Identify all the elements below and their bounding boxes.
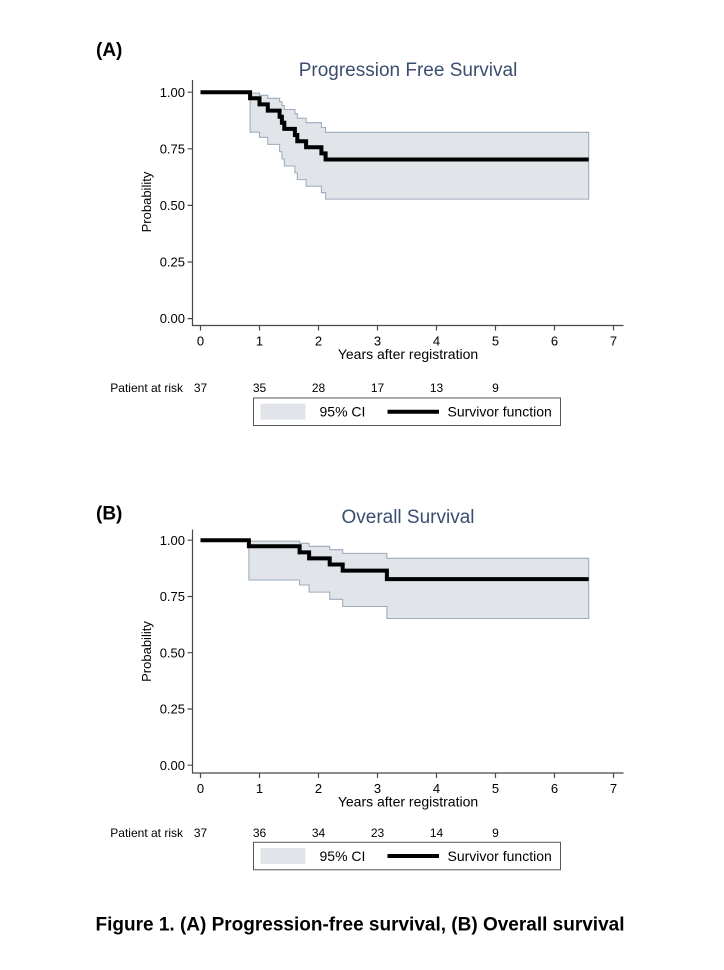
- svg-text:4: 4: [433, 333, 440, 348]
- svg-text:34: 34: [312, 826, 326, 840]
- svg-text:13: 13: [430, 381, 444, 395]
- svg-text:7: 7: [610, 781, 617, 796]
- svg-text:1: 1: [256, 781, 263, 796]
- svg-text:36: 36: [253, 826, 267, 840]
- svg-text:1.00: 1.00: [160, 85, 185, 100]
- svg-text:Progression Free Survival: Progression Free Survival: [299, 60, 518, 81]
- svg-text:95% CI: 95% CI: [320, 404, 366, 420]
- svg-text:6: 6: [551, 333, 558, 348]
- svg-text:5: 5: [492, 781, 499, 796]
- svg-text:4: 4: [433, 781, 440, 796]
- svg-text:17: 17: [371, 381, 385, 395]
- svg-text:1.00: 1.00: [160, 533, 185, 548]
- svg-text:0: 0: [197, 781, 204, 796]
- svg-text:35: 35: [253, 381, 267, 395]
- svg-text:0.00: 0.00: [160, 758, 185, 773]
- svg-text:Survivor function: Survivor function: [448, 404, 552, 420]
- svg-text:0.25: 0.25: [160, 702, 185, 717]
- svg-text:0.50: 0.50: [160, 198, 185, 213]
- svg-text:0.75: 0.75: [160, 141, 185, 156]
- svg-text:28: 28: [312, 381, 326, 395]
- svg-text:0: 0: [197, 333, 204, 348]
- svg-text:(A): (A): [96, 40, 122, 61]
- svg-text:0.50: 0.50: [160, 645, 185, 660]
- svg-text:1: 1: [256, 333, 263, 348]
- svg-text:9: 9: [492, 826, 499, 840]
- svg-text:Patient at risk: Patient at risk: [110, 826, 184, 840]
- svg-text:3: 3: [374, 781, 381, 796]
- svg-text:(B): (B): [96, 504, 122, 525]
- svg-text:Probability: Probability: [139, 171, 154, 232]
- svg-text:5: 5: [492, 333, 499, 348]
- svg-text:Overall Survival: Overall Survival: [341, 507, 474, 528]
- svg-text:7: 7: [610, 333, 617, 348]
- svg-text:Years after registration: Years after registration: [338, 346, 478, 362]
- svg-text:6: 6: [551, 781, 558, 796]
- svg-text:14: 14: [430, 826, 444, 840]
- svg-text:9: 9: [492, 381, 499, 395]
- svg-text:Years after registration: Years after registration: [338, 793, 478, 809]
- svg-text:37: 37: [194, 381, 208, 395]
- svg-text:0.00: 0.00: [160, 311, 185, 326]
- svg-text:3: 3: [374, 333, 381, 348]
- svg-text:Survivor function: Survivor function: [448, 848, 552, 864]
- svg-text:0.25: 0.25: [160, 255, 185, 270]
- svg-text:37: 37: [194, 826, 208, 840]
- svg-text:Probability: Probability: [139, 621, 154, 682]
- svg-text:Figure 1. (A) Progression-free: Figure 1. (A) Progression-free survival,…: [95, 915, 624, 936]
- svg-text:23: 23: [371, 826, 385, 840]
- svg-text:2: 2: [315, 333, 322, 348]
- svg-text:0.75: 0.75: [160, 589, 185, 604]
- svg-text:Patient at risk: Patient at risk: [110, 381, 184, 395]
- svg-text:2: 2: [315, 781, 322, 796]
- svg-text:95% CI: 95% CI: [320, 848, 366, 864]
